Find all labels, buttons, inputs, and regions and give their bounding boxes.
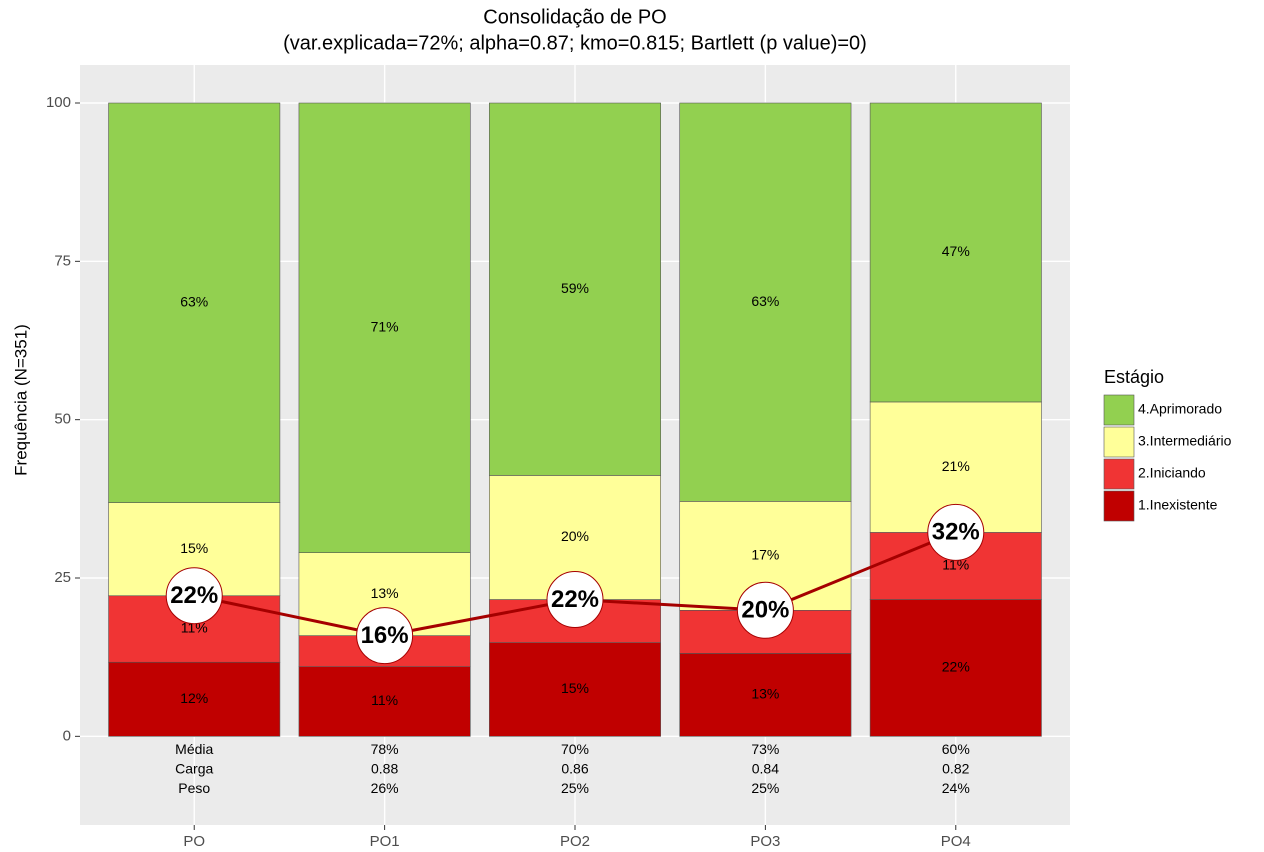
x-tick-label: PO3	[750, 833, 780, 850]
trend-point	[927, 503, 985, 561]
trend-label: 22%	[551, 586, 599, 613]
legend-label: 4.Aprimorado	[1138, 401, 1222, 417]
table-cell: 25%	[561, 780, 589, 796]
y-tick-label: 50	[54, 411, 71, 428]
segment-label: 13%	[371, 585, 399, 601]
segment-label: 11%	[181, 620, 208, 636]
legend-label: 2.Iniciando	[1138, 465, 1206, 481]
table-cell: 0.82	[942, 761, 969, 777]
bar-segment	[298, 102, 471, 553]
legend-swatch	[1103, 490, 1135, 522]
y-tick-label: 75	[54, 252, 71, 269]
trend-label: 16%	[361, 622, 409, 649]
table-cell: 73%	[751, 741, 779, 757]
y-tick-label: 100	[46, 94, 71, 111]
bar-segment	[869, 102, 1042, 403]
trend-label: 32%	[932, 519, 980, 546]
segment-label: 11%	[371, 692, 398, 708]
segment-label: 15%	[561, 680, 589, 696]
segment-label: 17%	[751, 547, 779, 563]
table-cell: 60%	[942, 741, 970, 757]
table-cell: 78%	[371, 741, 399, 757]
table-cell: 25%	[751, 780, 779, 796]
chart-subtitle: (var.explicada=72%; alpha=0.87; kmo=0.81…	[283, 32, 867, 54]
x-tick-label: PO4	[941, 833, 971, 850]
table-cell: 0.88	[371, 761, 398, 777]
legend-title: Estágio	[1104, 367, 1164, 387]
segment-label: 71%	[371, 319, 399, 335]
segment-label: 15%	[180, 540, 208, 556]
bar-segment	[489, 102, 661, 476]
table-cell: 26%	[371, 780, 399, 796]
table-row-label: Peso	[178, 780, 210, 796]
trend-label: 22%	[170, 582, 218, 609]
segment-label: 13%	[751, 686, 779, 702]
bar-segment	[679, 102, 852, 502]
bar-segment	[679, 653, 852, 737]
trend-label: 20%	[741, 597, 789, 624]
x-tick-label: PO2	[560, 833, 590, 850]
y-tick-label: 0	[63, 727, 71, 744]
legend-label: 3.Intermediário	[1138, 433, 1232, 449]
bar-segment	[108, 102, 281, 503]
x-tick-label: PO	[183, 833, 205, 850]
table-cell: 70%	[561, 741, 589, 757]
table-cell: 0.84	[752, 761, 779, 777]
segment-label: 63%	[751, 293, 779, 309]
segment-label: 22%	[942, 659, 970, 675]
segment-label: 11%	[942, 557, 969, 573]
trend-point	[165, 567, 223, 625]
segment-label: 63%	[180, 294, 208, 310]
segment-label: 47%	[942, 243, 970, 259]
legend-swatch	[1103, 458, 1135, 490]
chart-title: Consolidação de PO	[483, 6, 666, 28]
bar-segment	[489, 642, 661, 737]
table-cell: 24%	[942, 780, 970, 796]
table-row-label: Carga	[175, 761, 213, 777]
bar-segment	[869, 599, 1042, 737]
x-tick-label: PO1	[370, 833, 400, 850]
bar-segment	[298, 666, 471, 737]
trend-point	[736, 581, 794, 639]
y-axis-label: Frequência (N=351)	[11, 324, 30, 476]
segment-label: 12%	[180, 690, 208, 706]
segment-label: 59%	[561, 280, 589, 296]
legend-swatch	[1103, 426, 1135, 458]
table-cell: 0.86	[561, 761, 588, 777]
trend-point	[546, 571, 604, 629]
segment-label: 21%	[942, 458, 970, 474]
y-tick-label: 25	[54, 569, 71, 586]
legend-swatch	[1103, 394, 1135, 426]
trend-point	[356, 607, 414, 665]
segment-label: 20%	[561, 528, 589, 544]
table-row-label: Média	[175, 741, 213, 757]
legend-label: 1.Inexistente	[1138, 497, 1218, 513]
